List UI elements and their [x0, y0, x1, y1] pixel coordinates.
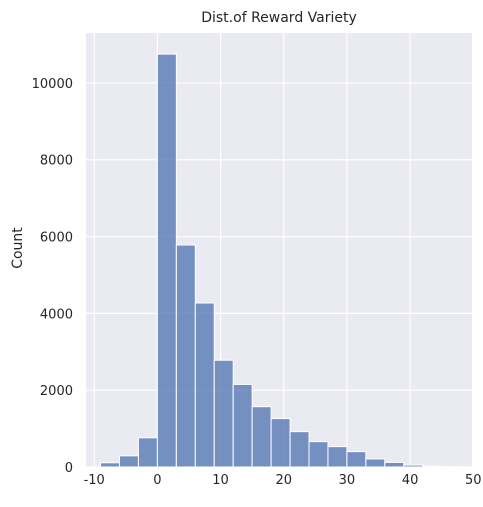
histogram-bar [157, 54, 176, 467]
histogram-bar [347, 452, 366, 467]
y-tick-label: 2000 [40, 384, 73, 399]
histogram-bar [290, 432, 309, 467]
x-tick-label: -10 [84, 473, 105, 488]
x-tick-label: 10 [212, 473, 229, 488]
y-tick-label: 6000 [40, 231, 73, 246]
histogram-bar [138, 438, 157, 467]
histogram-bar [423, 466, 442, 467]
y-tick-label: 8000 [40, 154, 73, 169]
histogram-bar [195, 303, 214, 467]
histogram-bar [366, 459, 385, 467]
x-axis-tick-labels: -10 0 10 20 30 40 50 [84, 473, 482, 488]
histogram-bar [309, 442, 328, 467]
histogram-bar [176, 245, 195, 467]
histogram-bar [119, 456, 138, 467]
histogram-bar [404, 465, 423, 467]
histogram-bar [101, 463, 120, 467]
y-tick-label: 0 [65, 461, 73, 476]
histogram-bar [252, 407, 271, 467]
y-tick-label: 10000 [32, 77, 73, 92]
y-tick-label: 4000 [40, 307, 73, 322]
chart-title: Dist.of Reward Variety [201, 10, 357, 26]
x-tick-label: 30 [339, 473, 356, 488]
x-tick-label: 0 [153, 473, 161, 488]
plot-background [86, 33, 472, 467]
histogram-bar [328, 447, 347, 467]
histogram-bar [385, 462, 404, 467]
x-tick-label: 20 [275, 473, 292, 488]
histogram-bar [233, 384, 252, 467]
histogram-bar [271, 419, 290, 467]
x-tick-label: 50 [465, 473, 482, 488]
y-axis-label: Count [10, 227, 26, 269]
y-axis-tick-labels: 0 2000 4000 6000 8000 10000 [32, 77, 73, 476]
x-tick-label: 40 [402, 473, 419, 488]
histogram-bar [214, 360, 233, 467]
